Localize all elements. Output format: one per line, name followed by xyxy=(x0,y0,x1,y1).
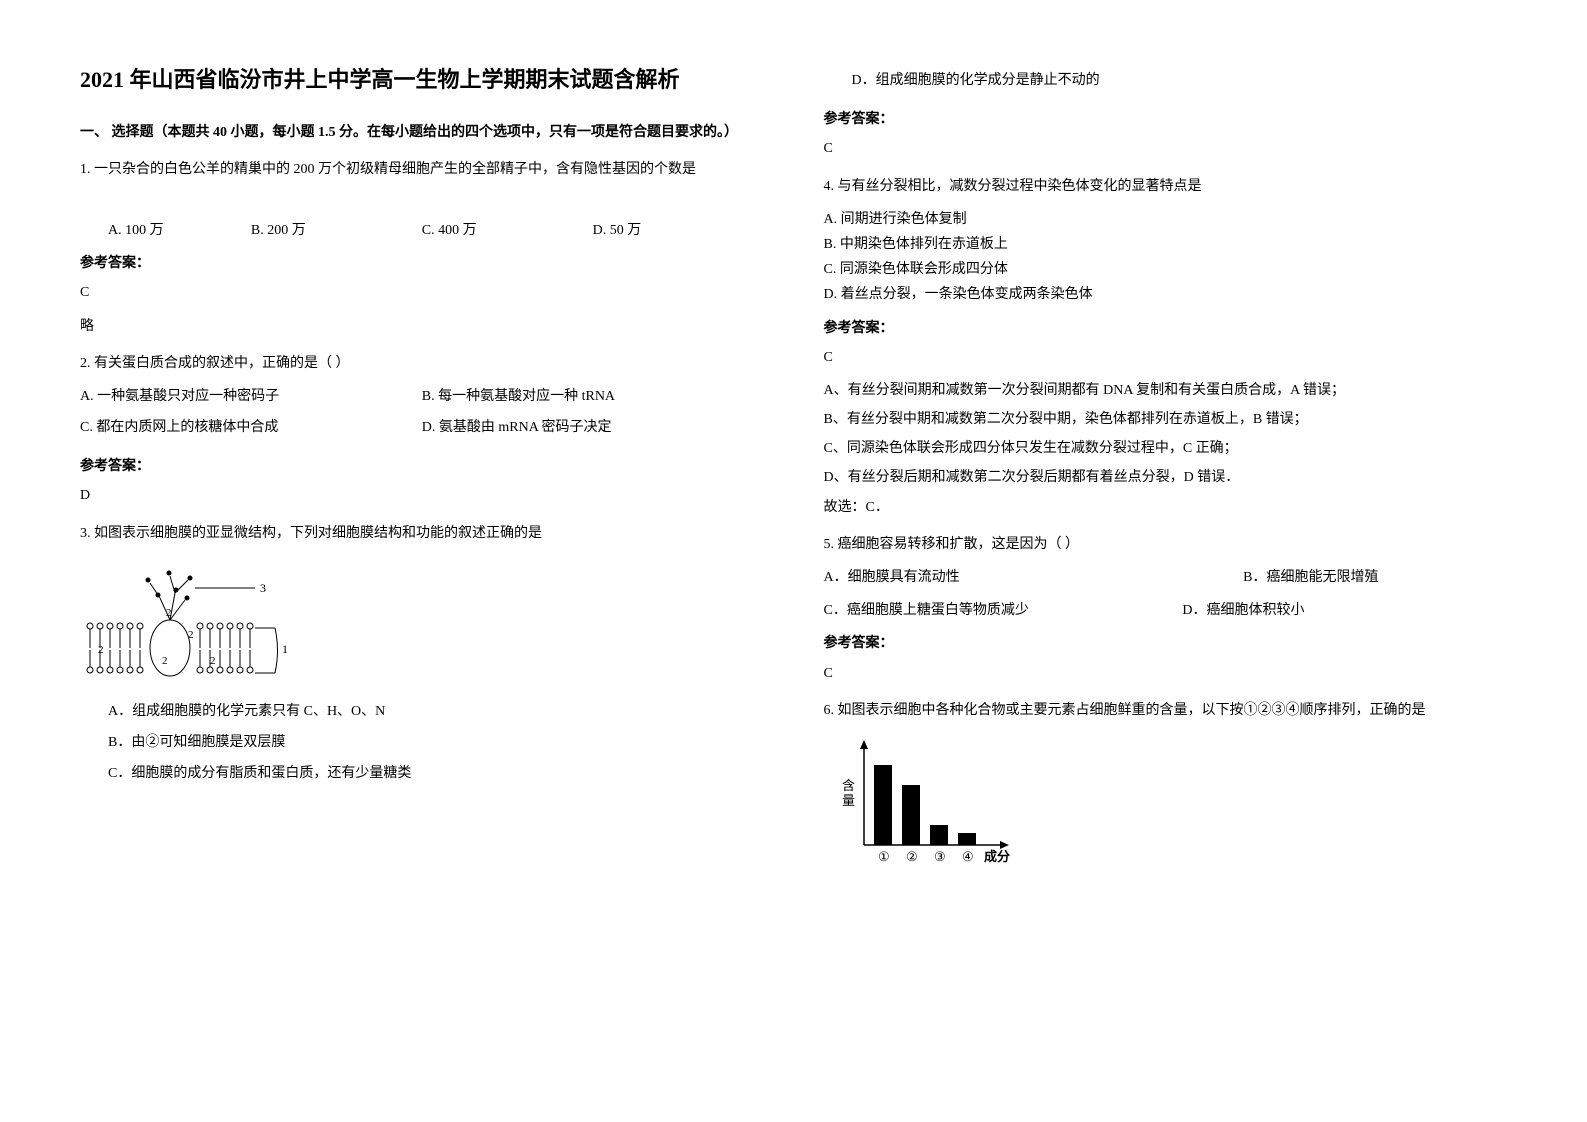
ylabel-2: 量 xyxy=(842,793,855,808)
page-container: 2021 年山西省临汾市井上中学高一生物上学期期末试题含解析 一、 选择题（本题… xyxy=(80,60,1507,896)
q1-options: A. 100 万 B. 200 万 C. 400 万 D. 50 万 xyxy=(80,218,764,243)
q6-diagram: 含 量 ① ② ③ ④ 成分 xyxy=(824,735,1508,884)
q4-exp2: B、有丝分裂中期和减数第二次分裂中期，染色体都排列在赤道板上，B 错误； xyxy=(824,407,1508,432)
left-column: 2021 年山西省临汾市井上中学高一生物上学期期末试题含解析 一、 选择题（本题… xyxy=(80,60,764,896)
q2-answer-label: 参考答案： xyxy=(80,454,764,479)
q5-options-row2: C．癌细胞膜上糖蛋白等物质减少 D．癌细胞体积较小 xyxy=(824,598,1508,623)
q2-optA: A. 一种氨基酸只对应一种密码子 xyxy=(80,384,422,409)
bar-3 xyxy=(930,825,948,845)
q1-answer-label: 参考答案： xyxy=(80,251,764,276)
q3-options-cont: D．组成细胞膜的化学成分是静止不动的 xyxy=(824,68,1508,99)
q1-answer: C xyxy=(80,280,764,305)
q5-answer: C xyxy=(824,661,1508,686)
label-2c: 2 xyxy=(188,629,194,641)
section-header: 一、 选择题（本题共 40 小题，每小题 1.5 分。在每小题给出的四个选项中，… xyxy=(80,120,764,145)
q3-optD: D．组成细胞膜的化学成分是静止不动的 xyxy=(824,68,1508,93)
q4-exp4: D、有丝分裂后期和减数第二次分裂后期都有着丝点分裂，D 错误． xyxy=(824,465,1508,490)
cat-4: ④ xyxy=(962,849,974,864)
q4-optC: C. 同源染色体联会形成四分体 xyxy=(824,257,1508,282)
label-2e: 2 xyxy=(210,655,216,667)
q1-stem: 1. 一只杂合的白色公羊的精巢中的 200 万个初级精母细胞产生的全部精子中，含… xyxy=(80,157,764,182)
q4-optA: A. 间期进行染色体复制 xyxy=(824,207,1508,232)
q3-answer: C xyxy=(824,136,1508,161)
ylabel-1: 含 xyxy=(842,778,855,793)
page-title: 2021 年山西省临汾市井上中学高一生物上学期期末试题含解析 xyxy=(80,60,764,100)
bar-4 xyxy=(958,833,976,845)
cat-3: ③ xyxy=(934,849,946,864)
cat-1: ① xyxy=(878,849,890,864)
q3-diagram: 3 2 1 2 2 2 2 xyxy=(80,558,764,687)
q1-optB: B. 200 万 xyxy=(251,218,422,243)
bar-1 xyxy=(874,765,892,845)
xlabel: 成分 xyxy=(984,849,1010,864)
bar-chart-svg: 含 量 ① ② ③ ④ 成分 xyxy=(824,735,1024,875)
q3-stem: 3. 如图表示细胞膜的亚显微结构，下列对细胞膜结构和功能的叙述正确的是 xyxy=(80,521,764,546)
q4-optD: D. 着丝点分裂，一条染色体变成两条染色体 xyxy=(824,282,1508,307)
label-3: 3 xyxy=(260,581,266,595)
q2-options: A. 一种氨基酸只对应一种密码子 B. 每一种氨基酸对应一种 tRNA C. 都… xyxy=(80,384,764,446)
q4-stem: 4. 与有丝分裂相比，减数分裂过程中染色体变化的显著特点是 xyxy=(824,174,1508,199)
q4-optB: B. 中期染色体排列在赤道板上 xyxy=(824,232,1508,257)
q3-options: A．组成细胞膜的化学元素只有 C、H、O、N B．由②可知细胞膜是双层膜 C．细… xyxy=(80,699,764,793)
q5-optC: C．癌细胞膜上糖蛋白等物质减少 xyxy=(824,598,1029,623)
label-2d: 2 xyxy=(162,655,168,667)
q3-optB: B．由②可知细胞膜是双层膜 xyxy=(80,730,764,755)
label-2b: 2 xyxy=(98,644,104,656)
q2-optC: C. 都在内质网上的核糖体中合成 xyxy=(80,415,422,440)
q3-optC: C．细胞膜的成分有脂质和蛋白质，还有少量糖类 xyxy=(80,761,764,786)
q4-exp3: C、同源染色体联会形成四分体只发生在减数分裂过程中，C 正确； xyxy=(824,436,1508,461)
q5-answer-label: 参考答案： xyxy=(824,631,1508,656)
q6-stem: 6. 如图表示细胞中各种化合物或主要元素占细胞鲜重的含量，以下按①②③④顺序排列… xyxy=(824,698,1508,723)
q1-optD: D. 50 万 xyxy=(593,218,764,243)
label-1: 1 xyxy=(282,642,288,656)
q4-answer-label: 参考答案： xyxy=(824,316,1508,341)
q3-answer-label: 参考答案： xyxy=(824,107,1508,132)
q4-answer: C xyxy=(824,345,1508,370)
bar-2 xyxy=(902,785,920,845)
q3-optA: A．组成细胞膜的化学元素只有 C、H、O、N xyxy=(80,699,764,724)
q1-note: 略 xyxy=(80,314,764,339)
q5-options-row1: A．细胞膜具有流动性 B．癌细胞能无限增殖 xyxy=(824,565,1508,590)
q1-optC: C. 400 万 xyxy=(422,218,593,243)
q2-optB: B. 每一种氨基酸对应一种 tRNA xyxy=(422,384,764,409)
q2-stem: 2. 有关蛋白质合成的叙述中，正确的是（ ） xyxy=(80,351,764,376)
q4-exp5: 故选：C． xyxy=(824,495,1508,520)
q1-optA: A. 100 万 xyxy=(80,218,251,243)
label-2a: 2 xyxy=(166,607,172,619)
q2-answer: D xyxy=(80,483,764,508)
q5-optD: D．癌细胞体积较小 xyxy=(1182,603,1304,618)
q5-optA: A．细胞膜具有流动性 xyxy=(824,565,960,590)
cat-2: ② xyxy=(906,849,918,864)
q2-optD: D. 氨基酸由 mRNA 密码子决定 xyxy=(422,415,764,440)
membrane-diagram-svg: 3 2 1 2 2 2 2 xyxy=(80,558,290,678)
q5-stem: 5. 癌细胞容易转移和扩散，这是因为（ ） xyxy=(824,532,1508,557)
q4-exp1: A、有丝分裂间期和减数第一次分裂间期都有 DNA 复制和有关蛋白质合成，A 错误… xyxy=(824,378,1508,403)
right-column: D．组成细胞膜的化学成分是静止不动的 参考答案： C 4. 与有丝分裂相比，减数… xyxy=(824,60,1508,896)
q5-optB: B．癌细胞能无限增殖 xyxy=(1243,570,1378,585)
